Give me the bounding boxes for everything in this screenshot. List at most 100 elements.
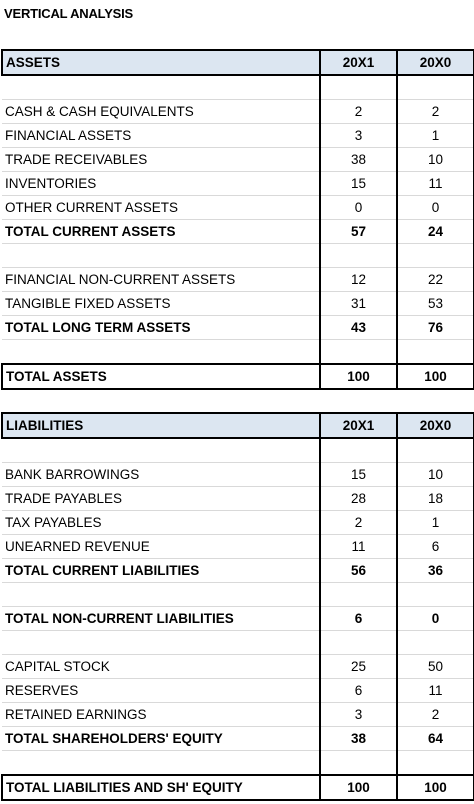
table-row: UNEARNED REVENUE 11 6 bbox=[2, 534, 474, 559]
value-20x1: 11 bbox=[319, 534, 397, 559]
blank-cell bbox=[319, 630, 397, 655]
row-label: TANGIBLE FIXED ASSETS bbox=[2, 291, 320, 316]
blank-row bbox=[2, 750, 474, 776]
table-row: RESERVES 6 11 bbox=[2, 678, 474, 703]
value-20x1: 28 bbox=[319, 486, 397, 511]
table-row: TANGIBLE FIXED ASSETS 31 53 bbox=[2, 291, 474, 316]
value-20x1: 2 bbox=[319, 510, 397, 535]
row-label: INVENTORIES bbox=[2, 171, 320, 196]
row-label: OTHER CURRENT ASSETS bbox=[2, 195, 320, 220]
value-20x0: 0 bbox=[396, 606, 474, 631]
total-row: TOTAL SHAREHOLDERS' EQUITY 38 64 bbox=[2, 726, 474, 751]
value-20x0: 22 bbox=[396, 267, 474, 292]
row-label: CAPITAL STOCK bbox=[2, 654, 320, 679]
value-20x0: 36 bbox=[396, 558, 474, 583]
total-row: TOTAL CURRENT ASSETS 57 24 bbox=[2, 219, 474, 244]
section-header-label: ASSETS bbox=[1, 49, 320, 76]
blank-cell bbox=[2, 438, 320, 463]
table-row: FINANCIAL ASSETS 3 1 bbox=[2, 123, 474, 148]
row-label: TOTAL ASSETS bbox=[1, 363, 320, 390]
value-20x0: 1 bbox=[396, 123, 474, 148]
liabilities-header-row: LIABILITIES 20X1 20X0 bbox=[1, 412, 474, 439]
row-label: TRADE PAYABLES bbox=[2, 486, 320, 511]
blank-row bbox=[2, 339, 474, 365]
blank-cell bbox=[2, 630, 320, 655]
row-label: TOTAL CURRENT LIABILITIES bbox=[2, 558, 320, 583]
table-row: RETAINED EARNINGS 3 2 bbox=[2, 702, 474, 727]
value-20x0: 2 bbox=[396, 99, 474, 124]
table-row: CAPITAL STOCK 25 50 bbox=[2, 654, 474, 679]
row-label: TOTAL NON-CURRENT LIABILITIES bbox=[2, 606, 320, 631]
blank-cell bbox=[319, 438, 397, 463]
row-label: FINANCIAL NON-CURRENT ASSETS bbox=[2, 267, 320, 292]
value-20x1: 25 bbox=[319, 654, 397, 679]
row-label: TAX PAYABLES bbox=[2, 510, 320, 535]
value-20x1: 2 bbox=[319, 99, 397, 124]
total-row: TOTAL LIABILITIES AND SH' EQUITY 100 100 bbox=[1, 774, 474, 801]
column-header-20x1: 20X1 bbox=[319, 412, 397, 439]
blank-cell bbox=[2, 339, 320, 365]
section-header-label: LIABILITIES bbox=[1, 412, 320, 439]
blank-cell bbox=[396, 750, 474, 776]
row-label: UNEARNED REVENUE bbox=[2, 534, 320, 559]
value-20x1: 6 bbox=[319, 678, 397, 703]
assets-table: ASSETS 20X1 20X0 CASH & CASH EQUIVALENTS 2 2 F… bbox=[1, 49, 474, 390]
value-20x1: 12 bbox=[319, 267, 397, 292]
total-row: TOTAL ASSETS 100 100 bbox=[1, 363, 474, 390]
value-20x1: 15 bbox=[319, 462, 397, 487]
value-20x0: 100 bbox=[396, 363, 474, 390]
value-20x0: 11 bbox=[396, 171, 474, 196]
assets-header-row: ASSETS 20X1 20X0 bbox=[1, 49, 474, 76]
value-20x0: 11 bbox=[396, 678, 474, 703]
total-row: TOTAL CURRENT LIABILITIES 56 36 bbox=[2, 558, 474, 583]
column-header-20x0: 20X0 bbox=[396, 412, 474, 439]
row-label: RESERVES bbox=[2, 678, 320, 703]
liabilities-table: LIABILITIES 20X1 20X0 BANK BARROWINGS 15 10 TR… bbox=[1, 412, 474, 801]
blank-cell bbox=[2, 582, 320, 607]
blank-cell bbox=[319, 243, 397, 268]
value-20x0: 1 bbox=[396, 510, 474, 535]
table-row: TRADE RECEIVABLES 38 10 bbox=[2, 147, 474, 172]
value-20x0: 53 bbox=[396, 291, 474, 316]
blank-row bbox=[2, 582, 474, 607]
blank-cell bbox=[396, 630, 474, 655]
row-label: TOTAL LONG TERM ASSETS bbox=[2, 315, 320, 340]
blank-row bbox=[2, 243, 474, 268]
row-label: RETAINED EARNINGS bbox=[2, 702, 320, 727]
value-20x0: 100 bbox=[396, 774, 474, 801]
table-row: OTHER CURRENT ASSETS 0 0 bbox=[2, 195, 474, 220]
value-20x1: 100 bbox=[319, 774, 397, 801]
value-20x1: 100 bbox=[319, 363, 397, 390]
sheet-title: VERTICAL ANALYSIS bbox=[4, 6, 134, 21]
value-20x0: 64 bbox=[396, 726, 474, 751]
value-20x0: 24 bbox=[396, 219, 474, 244]
blank-cell bbox=[319, 750, 397, 776]
table-row: BANK BARROWINGS 15 10 bbox=[2, 462, 474, 487]
table-row: INVENTORIES 15 11 bbox=[2, 171, 474, 196]
column-header-20x1: 20X1 bbox=[319, 49, 397, 76]
blank-cell bbox=[319, 582, 397, 607]
row-label: TRADE RECEIVABLES bbox=[2, 147, 320, 172]
value-20x0: 50 bbox=[396, 654, 474, 679]
table-row: CASH & CASH EQUIVALENTS 2 2 bbox=[2, 99, 474, 124]
blank-cell bbox=[396, 243, 474, 268]
blank-row bbox=[2, 438, 474, 463]
blank-cell bbox=[396, 339, 474, 365]
value-20x1: 3 bbox=[319, 702, 397, 727]
blank-row bbox=[2, 630, 474, 655]
row-label: TOTAL CURRENT ASSETS bbox=[2, 219, 320, 244]
value-20x1: 0 bbox=[319, 195, 397, 220]
value-20x1: 43 bbox=[319, 315, 397, 340]
blank-cell bbox=[319, 339, 397, 365]
row-label: CASH & CASH EQUIVALENTS bbox=[2, 99, 320, 124]
value-20x0: 6 bbox=[396, 534, 474, 559]
value-20x1: 57 bbox=[319, 219, 397, 244]
value-20x1: 56 bbox=[319, 558, 397, 583]
value-20x0: 0 bbox=[396, 195, 474, 220]
column-header-20x0: 20X0 bbox=[396, 49, 474, 76]
value-20x1: 31 bbox=[319, 291, 397, 316]
value-20x0: 10 bbox=[396, 147, 474, 172]
row-label: TOTAL SHAREHOLDERS' EQUITY bbox=[2, 726, 320, 751]
blank-row bbox=[2, 75, 474, 100]
value-20x0: 10 bbox=[396, 462, 474, 487]
